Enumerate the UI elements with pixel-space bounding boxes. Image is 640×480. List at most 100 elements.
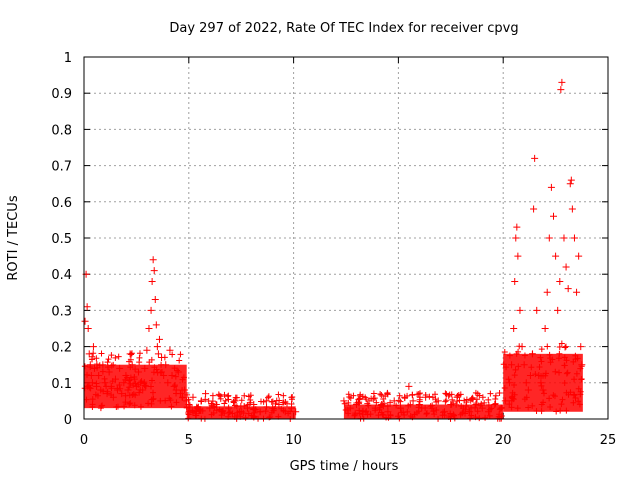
dense-point [355, 396, 362, 403]
dense-point [241, 392, 248, 399]
data-point [114, 386, 122, 394]
dense-point [487, 390, 494, 397]
data-point [390, 397, 398, 405]
data-point [81, 317, 89, 325]
data-point [547, 183, 555, 191]
dense-point [401, 412, 408, 419]
dense-point [370, 390, 377, 397]
dense-point [481, 399, 488, 406]
y-tick-label: 0.8 [51, 123, 72, 138]
dense-point [142, 383, 149, 390]
data-point [522, 379, 530, 387]
y-tick-label: 0.9 [51, 87, 72, 102]
y-axis-label: ROTI / TECUs [6, 195, 21, 280]
dense-point [93, 355, 100, 362]
dense-point [189, 409, 196, 416]
dense-point [185, 415, 192, 422]
data-point [95, 372, 103, 380]
dense-point [177, 351, 184, 358]
data-point [384, 408, 392, 416]
data-point [577, 343, 585, 351]
data-point [497, 404, 505, 412]
data-point [225, 404, 233, 412]
dense-point [529, 402, 536, 409]
dense-point [104, 359, 111, 366]
data-point [130, 375, 138, 383]
dense-point [570, 358, 577, 365]
data-point [359, 408, 367, 416]
dense-point [171, 382, 178, 389]
dense-point [131, 402, 138, 409]
data-point [541, 325, 549, 332]
y-tick-label: 0.1 [51, 377, 72, 392]
data-point [99, 361, 107, 369]
dense-point [136, 389, 143, 396]
dense-point [251, 409, 258, 416]
data-point [154, 350, 162, 358]
dense-point [197, 407, 204, 414]
dense-point [451, 415, 458, 422]
dense-point [492, 400, 499, 407]
data-point [139, 386, 147, 394]
dense-point [562, 344, 569, 351]
dense-point [208, 411, 215, 418]
data-point [172, 386, 180, 394]
dense-point [116, 382, 123, 389]
data-point [90, 364, 98, 372]
dense-point [375, 412, 382, 419]
dense-point [154, 369, 161, 376]
dense-point [289, 393, 296, 400]
data-point [262, 397, 270, 405]
dense-point [556, 369, 563, 376]
dense-point [521, 396, 528, 403]
dense-point [126, 400, 133, 407]
dense-point [533, 407, 540, 414]
data-point [422, 393, 430, 401]
dense-point [146, 359, 153, 366]
data-point [575, 252, 583, 260]
dense-point [476, 392, 483, 399]
data-point [518, 343, 526, 351]
dense-point [515, 348, 522, 355]
dense-point [511, 372, 518, 379]
dense-point [89, 396, 96, 403]
dense-point [137, 403, 144, 410]
x-tick-label: 25 [600, 433, 617, 448]
dense-point [224, 393, 231, 400]
data-point [168, 372, 176, 380]
dense-point [414, 391, 421, 398]
dense-point [250, 413, 257, 420]
data-point [212, 401, 220, 409]
dense-point [356, 407, 363, 414]
data-point [478, 404, 486, 412]
data-point [288, 404, 296, 412]
dense-point [179, 376, 186, 383]
data-point [101, 379, 109, 387]
data-point [472, 401, 480, 409]
dense-point [350, 392, 357, 399]
data-point [152, 321, 160, 329]
data-point [83, 303, 91, 311]
dense-point [150, 395, 157, 402]
dense-point [129, 392, 136, 399]
data-point [578, 361, 586, 369]
dense-point [162, 397, 169, 404]
x-tick-label: 5 [185, 433, 193, 448]
data-point [573, 288, 581, 296]
dense-point [221, 400, 228, 407]
data-point [434, 397, 442, 405]
dense-point [459, 410, 466, 417]
dense-point [536, 364, 543, 371]
data-point [524, 386, 532, 394]
dense-point [570, 391, 577, 398]
dense-point [94, 364, 101, 371]
dense-point [345, 391, 352, 398]
data-point [120, 379, 128, 387]
data-points [81, 78, 586, 416]
data-point [148, 277, 156, 285]
dense-point [450, 412, 457, 419]
dense-point [423, 410, 430, 417]
dense-point [570, 399, 577, 406]
data-point [562, 263, 570, 271]
dense-point [574, 355, 581, 362]
